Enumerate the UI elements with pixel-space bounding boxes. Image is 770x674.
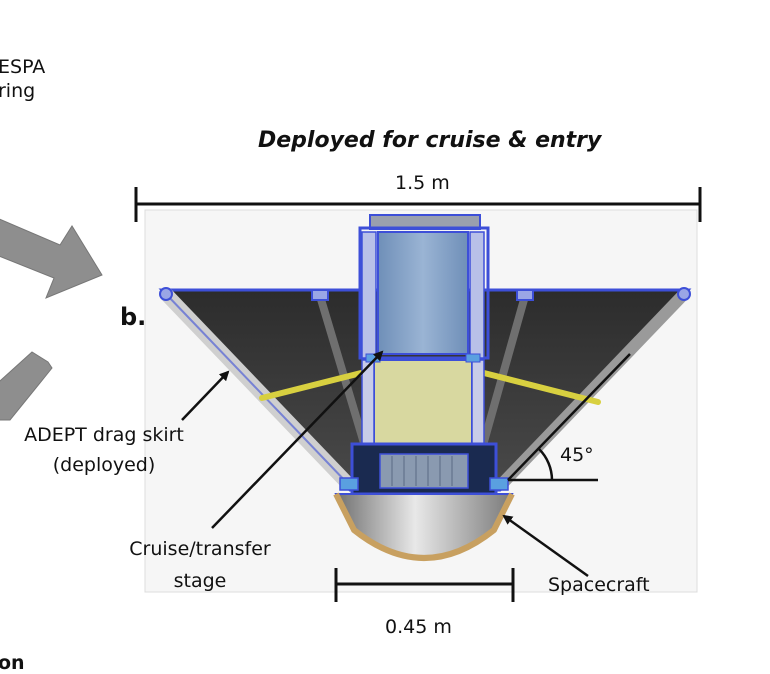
partial-bottom-label: on (0, 652, 25, 674)
nose-heatshield (333, 492, 515, 561)
outer-diameter-label: 1.5 m (395, 172, 450, 194)
gray-arrow-lower (0, 351, 53, 421)
callout-arrows (181, 350, 589, 578)
strut-caps (311, 289, 534, 301)
drag-skirt-label-line1: ADEPT drag skirt (24, 424, 184, 446)
cruise-stage-callout-arrow (211, 350, 384, 529)
inner-dimension-line (334, 568, 515, 602)
espa-ring-label-line2: ring (0, 80, 36, 102)
drag-skirt-callout-arrow (181, 370, 230, 421)
yellow-struts (259, 369, 601, 405)
cruise-stage-label-line2: stage (173, 570, 227, 592)
diagram-title: Deployed for cruise & entry (258, 128, 602, 153)
drag-skirt-label-line2: (deployed) (52, 454, 156, 476)
outer-dimension-line (134, 187, 702, 222)
spacecraft-payload (339, 442, 509, 496)
spacecraft-callout-arrow (502, 514, 589, 578)
inner-diameter-label: 0.45 m (385, 616, 452, 638)
spacecraft-label: Spacecraft (548, 574, 650, 596)
gray-arrow-upper (0, 218, 103, 299)
espa-ring-label-line1: ESPA (0, 56, 46, 78)
panel-label: b. (120, 303, 147, 331)
angle-annotation (507, 353, 631, 482)
angle-label: 45° (560, 444, 594, 466)
cruise-transfer-stage (358, 214, 490, 451)
cruise-stage-label-line1: Cruise/transfer (129, 538, 271, 560)
